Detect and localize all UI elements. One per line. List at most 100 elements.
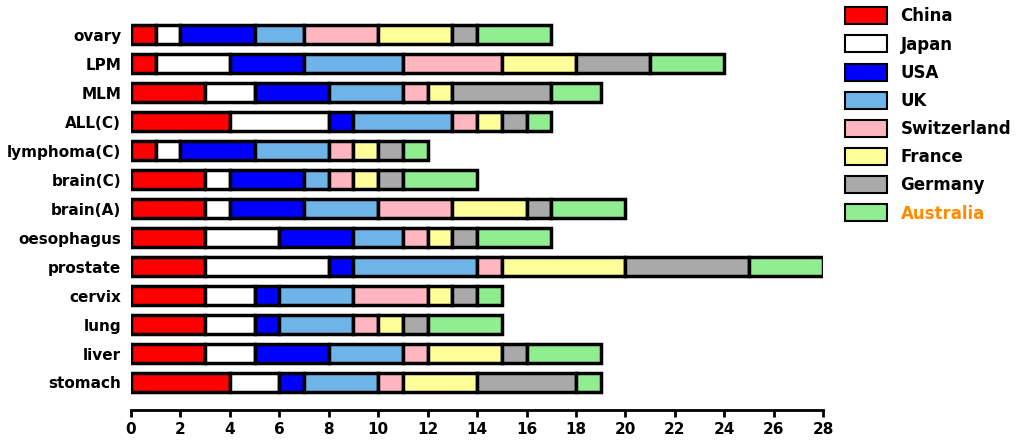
Bar [501,257,625,276]
Bar [255,286,279,305]
Bar [328,112,354,131]
Bar [477,25,550,44]
Bar [526,344,600,363]
Bar [156,54,229,73]
Bar [354,141,378,160]
Bar [501,54,576,73]
Bar [477,112,501,131]
Bar [130,25,156,44]
Bar [354,112,452,131]
Bar [130,228,205,247]
Bar [130,315,205,334]
Bar [205,286,255,305]
Bar [304,199,378,218]
Bar [354,228,403,247]
Bar [427,83,452,102]
Bar [328,83,403,102]
Bar [229,199,304,218]
Bar [354,286,427,305]
Bar [205,228,279,247]
Bar [427,286,452,305]
Bar [477,257,501,276]
Bar [403,141,427,160]
Bar [501,112,526,131]
Bar [130,112,229,131]
Bar [279,373,304,392]
Bar [279,315,354,334]
Bar [649,54,723,73]
Bar [378,25,452,44]
Bar [550,199,625,218]
Bar [403,373,477,392]
Bar [130,54,156,73]
Bar [477,228,550,247]
Bar [625,257,748,276]
Bar [427,344,501,363]
Bar [354,257,477,276]
Bar [378,199,452,218]
Bar [328,344,403,363]
Bar [279,286,354,305]
Bar [229,112,328,131]
Bar [526,112,550,131]
Bar [130,257,205,276]
Bar [130,199,205,218]
Bar [304,170,328,189]
Bar [130,344,205,363]
Bar [354,315,378,334]
Bar [205,344,255,363]
Bar [452,112,477,131]
Bar [130,286,205,305]
Bar [156,141,180,160]
Bar [748,257,822,276]
Bar [403,228,427,247]
Bar [403,54,501,73]
Bar [477,373,576,392]
Bar [229,54,304,73]
Bar [130,141,156,160]
Bar [403,315,427,334]
Bar [255,344,328,363]
Bar [304,25,378,44]
Bar [328,257,354,276]
Bar [452,228,477,247]
Bar [156,25,180,44]
Bar [255,25,304,44]
Bar [378,373,403,392]
Bar [130,170,205,189]
Bar [328,141,354,160]
Bar [229,170,304,189]
Bar [378,141,403,160]
Bar [304,54,403,73]
Bar [378,170,403,189]
Bar [452,83,550,102]
Bar [427,228,452,247]
Bar [550,83,600,102]
Bar [255,141,328,160]
Bar [576,54,649,73]
Bar [205,170,229,189]
Bar [403,170,477,189]
Bar [130,83,205,102]
Legend: China, Japan, USA, UK, Switzerland, France, Germany, Australia: China, Japan, USA, UK, Switzerland, Fran… [845,7,1010,222]
Bar [576,373,600,392]
Bar [452,286,477,305]
Bar [526,199,550,218]
Bar [130,373,229,392]
Bar [501,344,526,363]
Bar [304,373,378,392]
Bar [205,257,328,276]
Bar [452,25,477,44]
Bar [180,25,255,44]
Bar [180,141,255,160]
Bar [255,83,328,102]
Bar [328,170,354,189]
Bar [378,315,403,334]
Bar [403,83,427,102]
Bar [205,315,255,334]
Bar [354,170,378,189]
Bar [205,83,255,102]
Bar [279,228,354,247]
Bar [229,373,279,392]
Bar [403,344,427,363]
